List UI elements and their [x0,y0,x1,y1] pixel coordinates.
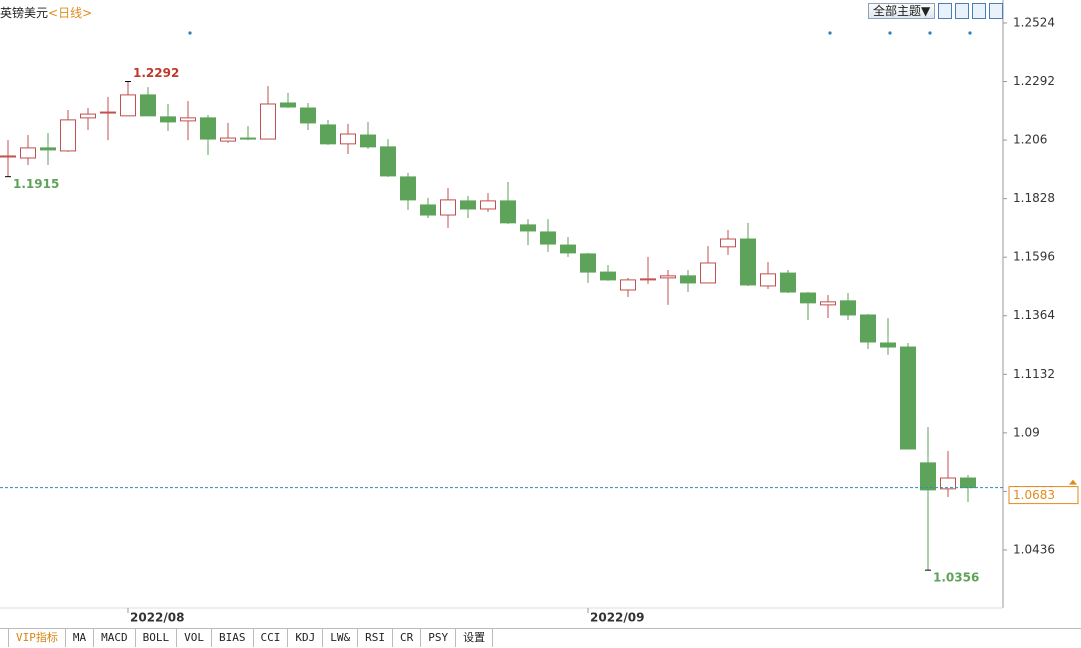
candle-body [500,200,516,224]
x-tick-label: 2022/08 [130,611,184,625]
last-price-label: 1.0683 [1013,488,1055,502]
last-price-arrow [1069,479,1077,485]
indicator-tab[interactable]: LW& [323,629,359,647]
indicator-tab[interactable]: BIAS [212,629,254,647]
last-price-box [1008,486,1079,505]
candle-body [900,346,916,450]
candle-body [920,462,936,491]
indicator-tab[interactable]: BOLL [136,629,178,647]
candle-body [780,272,796,293]
candle-body [120,94,136,117]
theme-button[interactable]: 全部主题▼ [868,3,936,19]
candle-body [380,146,396,177]
candle-body [580,253,596,273]
candle-body [240,137,256,140]
title-text: 英镑美元 [0,6,49,20]
candle-body [80,113,96,119]
candle-body [0,155,16,158]
y-tick-label: 1.1364 [1013,308,1055,322]
indicator-tab[interactable]: CR [393,629,422,647]
candle-body [20,147,36,159]
candle-body [640,278,656,281]
y-tick-label: 1.206 [1013,133,1047,147]
indicator-tab[interactable]: VIP指标 [8,629,66,647]
candle-body [560,244,576,254]
event-markers [188,31,972,35]
chart-title: 英镑美元<日线> [0,4,92,21]
icon-button[interactable] [972,3,987,19]
candle-body [540,231,556,245]
candle-body [700,262,716,284]
y-tick-label: 1.0436 [1013,542,1055,556]
candle-body [40,147,56,151]
candle-body [200,117,216,140]
x-tick-label: 2022/09 [590,611,644,625]
indicator-tab[interactable]: MACD [94,629,136,647]
candle-body [860,314,876,343]
event-dot [888,31,892,35]
candle-body [760,273,776,287]
icon-button[interactable] [989,3,1004,19]
candle-body [740,238,756,286]
indicator-tab[interactable]: PSY [421,629,457,647]
candle-body [720,238,736,248]
candle-body [100,111,116,114]
indicator-tabs: VIP指标 MA MACD BOLL VOL BIAS CCI KDJ LW& RSI CR PSY 设… [0,628,1081,647]
candle-body [520,224,536,232]
candle-body [960,477,976,489]
chart: 1.2524 1.2292 1.206 1.1828 1.1596 1.1364 1.113… [0,0,1079,625]
y-tick-label: 1.1132 [1013,367,1055,381]
extreme-label: 1.2292 [133,66,179,80]
candle-body [280,102,296,108]
candle-body [660,275,676,279]
candle-body [820,301,836,306]
extreme-label: 1.1915 [13,177,59,191]
candle-body [420,204,436,216]
y-tick-label: 1.1828 [1013,191,1055,205]
y-tick-label: 1.2524 [1013,15,1055,29]
icon-button[interactable] [955,3,970,19]
candle-body [460,200,476,210]
indicator-tab[interactable]: KDJ [288,629,324,647]
candle-body [400,176,416,201]
candle-body [680,275,696,284]
candle-body [940,477,956,490]
y-tick-label: 1.09 [1013,425,1040,439]
candle-body [260,103,276,140]
event-dot [188,31,192,35]
candle-body [800,292,816,304]
candle-body [480,200,496,210]
candle-body [180,117,196,122]
y-tick-label: 1.1596 [1013,250,1055,264]
indicator-tab[interactable]: CCI [254,629,289,647]
candle-body [140,94,156,117]
indicator-tab[interactable]: VOL [177,629,212,647]
extreme-label: 1.0356 [933,571,979,585]
candle-body [600,271,616,281]
candle-body [220,137,236,142]
candle-body [440,199,456,216]
toolbar: 全部主题▼ [868,3,1004,19]
icon-button[interactable] [938,3,953,19]
event-dot [968,31,972,35]
candle-body [60,119,76,152]
event-dot [928,31,932,35]
period-label[interactable]: <日线> [48,6,93,20]
candle-body [340,133,356,145]
candle-body [840,300,856,316]
candle-body [360,134,376,148]
indicator-tab[interactable]: RSI [358,629,393,647]
candle-body [160,116,176,123]
indicator-tab[interactable]: MA [66,629,95,647]
candle-body [300,107,316,124]
candle-body [880,342,896,348]
y-tick-label: 1.2292 [1013,74,1055,88]
indicator-tab[interactable]: 设置 [456,629,494,647]
event-dot [828,31,832,35]
candle-body [320,124,336,145]
candle-body [620,279,636,291]
